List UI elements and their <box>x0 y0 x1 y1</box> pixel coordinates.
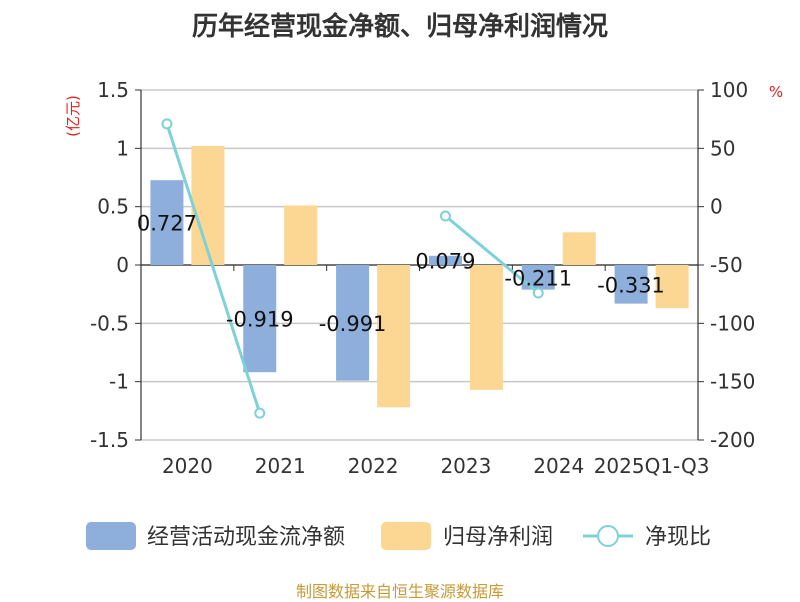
net-profit-bar <box>191 146 225 265</box>
cashflow-bar <box>614 265 648 304</box>
right-axis-tick-label: -200 <box>710 428 755 452</box>
net-profit-bar <box>655 265 689 309</box>
legend-swatch-net-profit <box>381 522 431 550</box>
net-cash-ratio-point <box>161 118 173 130</box>
net-cash-ratio-line <box>165 123 262 414</box>
right-axis-tick-label: 100 <box>710 78 748 102</box>
left-axis-unit: (亿元) <box>64 95 82 137</box>
x-axis-tick-label: 2020 <box>162 454 213 478</box>
net-profit-bar <box>469 265 503 390</box>
right-axis-tick-label: 0 <box>710 195 723 219</box>
cashflow-data-label: -0.991 <box>319 312 387 336</box>
legend-label-cashflow: 经营活动现金流净额 <box>147 525 345 550</box>
cashflow-bar <box>243 265 277 373</box>
net-profit-bar <box>562 232 596 265</box>
legend-label-ratio: 净现比 <box>645 525 711 550</box>
x-axis-tick-label: 2021 <box>255 454 306 478</box>
cashflow-data-label: -0.211 <box>504 266 572 290</box>
left-axis-tick-label: 0.5 <box>97 195 129 219</box>
cashflow-data-label: 0.079 <box>415 249 475 273</box>
net-cash-ratio-line <box>444 214 540 295</box>
x-axis-tick-label: 2023 <box>440 454 491 478</box>
legend-swatch-ratio-marker <box>597 525 619 547</box>
right-axis-tick-label: -150 <box>710 370 755 394</box>
cashflow-bar <box>336 265 370 381</box>
net-cash-ratio-point <box>254 407 266 419</box>
net-profit-bar <box>377 265 411 408</box>
left-axis-tick-label: 0 <box>116 253 129 277</box>
cashflow-data-label: 0.727 <box>137 212 197 236</box>
right-axis-unit: % <box>769 83 783 101</box>
right-axis-tick-label: -50 <box>710 253 743 277</box>
legend-swatch-cashflow <box>86 522 136 550</box>
right-axis-tick-label: 50 <box>710 136 735 160</box>
cashflow-data-label: -0.331 <box>597 273 665 297</box>
chart-title: 历年经营现金净额、归母净利润情况 <box>191 12 608 42</box>
cashflow-bar <box>428 255 462 265</box>
x-axis-tick-label: 2024 <box>533 454 584 478</box>
legend-label-net-profit: 归母净利润 <box>443 525 553 550</box>
x-axis-tick-label: 2022 <box>348 454 399 478</box>
cashflow-data-label: -0.919 <box>226 308 294 332</box>
net-profit-bar <box>284 205 318 265</box>
data-source-note: 制图数据来自恒生聚源数据库 <box>295 582 504 601</box>
left-axis-tick-label: 1 <box>116 136 129 160</box>
left-axis-tick-label: -1 <box>109 370 129 394</box>
net-cash-ratio-point <box>439 210 451 222</box>
right-axis-tick-label: -100 <box>710 311 755 335</box>
left-axis-tick-label: -0.5 <box>90 311 129 335</box>
left-axis-tick-label: 1.5 <box>97 78 129 102</box>
cashflow-bar <box>150 180 184 265</box>
net-cash-ratio-point <box>532 287 544 299</box>
left-axis-tick-label: -1.5 <box>90 428 129 452</box>
x-axis-tick-label: 2025Q1-Q3 <box>594 454 710 478</box>
